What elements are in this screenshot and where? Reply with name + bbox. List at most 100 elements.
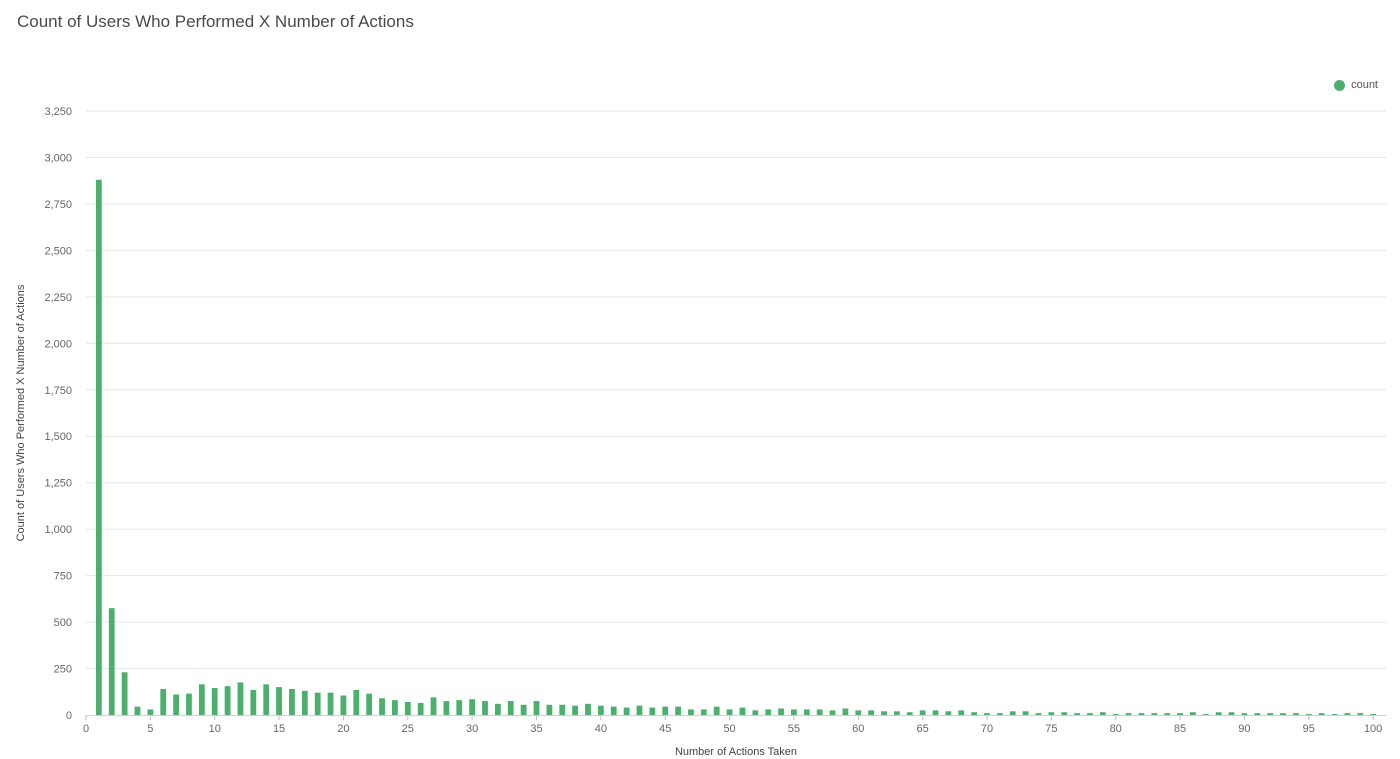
bar[interactable] <box>1022 711 1029 715</box>
bar[interactable] <box>752 710 759 715</box>
bar[interactable] <box>1190 712 1196 715</box>
bar[interactable] <box>765 709 772 715</box>
bar[interactable] <box>597 705 604 715</box>
bar[interactable] <box>237 682 244 715</box>
bar[interactable] <box>340 695 347 715</box>
bar[interactable] <box>675 706 681 715</box>
bar[interactable] <box>224 686 231 715</box>
bar[interactable] <box>1048 712 1055 715</box>
bar[interactable] <box>1370 714 1377 715</box>
bar[interactable] <box>726 709 733 715</box>
bar[interactable] <box>1344 713 1351 715</box>
bar[interactable] <box>868 710 875 715</box>
bar[interactable] <box>971 712 978 715</box>
bar[interactable] <box>945 711 952 715</box>
bar[interactable] <box>353 689 360 715</box>
bar[interactable] <box>610 706 617 715</box>
bar[interactable] <box>1202 714 1209 715</box>
bar[interactable] <box>1164 713 1171 715</box>
bar[interactable] <box>417 702 424 715</box>
bar[interactable] <box>623 707 630 715</box>
bar[interactable] <box>198 684 205 715</box>
bar[interactable] <box>1061 712 1068 715</box>
bar[interactable] <box>469 699 476 715</box>
bar[interactable] <box>379 698 385 715</box>
bar[interactable] <box>662 706 669 715</box>
bar[interactable] <box>559 704 566 715</box>
bar[interactable] <box>160 688 167 715</box>
bar[interactable] <box>1074 713 1080 715</box>
bar[interactable] <box>443 701 450 715</box>
bar[interactable] <box>1305 714 1312 715</box>
bar[interactable] <box>1112 714 1119 715</box>
bar[interactable] <box>855 710 862 715</box>
bar[interactable] <box>700 709 707 715</box>
bar[interactable] <box>1357 713 1364 715</box>
bar[interactable] <box>327 692 334 715</box>
bar[interactable] <box>996 713 1003 715</box>
bar[interactable] <box>816 709 823 715</box>
bar[interactable] <box>829 710 836 715</box>
bar[interactable] <box>366 693 373 715</box>
bar[interactable] <box>134 706 141 715</box>
bar[interactable] <box>1035 713 1042 715</box>
bar[interactable] <box>739 707 746 715</box>
bar[interactable] <box>314 692 321 715</box>
bar[interactable] <box>1241 713 1248 715</box>
bar[interactable] <box>392 700 398 715</box>
bar[interactable] <box>95 179 102 716</box>
bar[interactable] <box>585 703 591 715</box>
bar[interactable] <box>263 684 270 715</box>
bar[interactable] <box>1228 712 1235 715</box>
bar[interactable] <box>1318 713 1325 715</box>
bar[interactable] <box>893 711 900 715</box>
bar[interactable] <box>147 709 154 715</box>
bar[interactable] <box>958 710 965 715</box>
bar[interactable] <box>1267 713 1274 715</box>
bar[interactable] <box>1215 712 1222 715</box>
bar[interactable] <box>713 706 720 715</box>
bar[interactable] <box>984 713 990 715</box>
bar[interactable] <box>1151 713 1158 715</box>
bar[interactable] <box>1009 711 1016 715</box>
bar[interactable] <box>778 708 784 715</box>
bar[interactable] <box>289 688 295 715</box>
bar[interactable] <box>1099 712 1106 715</box>
bar[interactable] <box>636 705 643 715</box>
bar[interactable] <box>456 700 463 715</box>
bar[interactable] <box>520 704 527 715</box>
bar[interactable] <box>1331 714 1338 715</box>
bar[interactable] <box>842 708 849 715</box>
bar[interactable] <box>507 701 514 715</box>
bar[interactable] <box>688 709 694 715</box>
bar[interactable] <box>932 710 939 715</box>
bar[interactable] <box>803 709 810 715</box>
bar[interactable] <box>173 694 179 715</box>
bar[interactable] <box>1254 713 1261 715</box>
legend-item-count[interactable]: count <box>1334 79 1378 91</box>
bar[interactable] <box>906 712 913 715</box>
bar[interactable] <box>121 672 128 715</box>
bar[interactable] <box>649 707 656 715</box>
bar[interactable] <box>881 711 887 715</box>
bar[interactable] <box>1280 713 1286 715</box>
bar[interactable] <box>482 701 488 715</box>
bar[interactable] <box>1087 713 1093 715</box>
bar[interactable] <box>494 703 501 715</box>
bar[interactable] <box>430 697 437 715</box>
bar[interactable] <box>108 608 115 715</box>
bar[interactable] <box>404 701 411 715</box>
bar[interactable] <box>276 687 282 715</box>
bar[interactable] <box>1293 713 1299 715</box>
bar[interactable] <box>1138 713 1145 715</box>
bar[interactable] <box>572 705 579 715</box>
bar[interactable] <box>546 704 553 715</box>
bar[interactable] <box>301 690 308 715</box>
bar[interactable] <box>533 701 540 715</box>
bar[interactable] <box>186 693 192 715</box>
bar[interactable] <box>791 709 797 715</box>
bar[interactable] <box>1177 713 1183 715</box>
bar[interactable] <box>250 689 257 715</box>
bar[interactable] <box>211 688 218 715</box>
bar[interactable] <box>919 710 926 715</box>
